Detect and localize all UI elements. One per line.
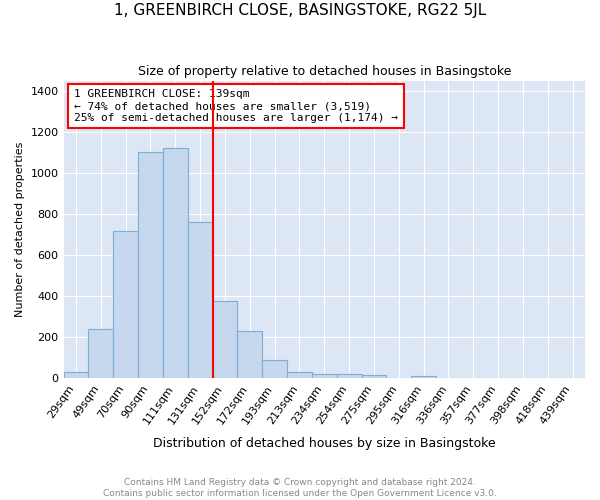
Text: 1 GREENBIRCH CLOSE: 139sqm
← 74% of detached houses are smaller (3,519)
25% of s: 1 GREENBIRCH CLOSE: 139sqm ← 74% of deta… (74, 90, 398, 122)
Bar (113, 230, 138, 378)
Bar (411, 376, 436, 378)
Bar (337, 374, 362, 378)
Bar (188, 222, 212, 378)
Bar (238, 331, 262, 378)
Bar (163, 148, 188, 378)
X-axis label: Distribution of detached houses by size in Basingstoke: Distribution of detached houses by size … (153, 437, 496, 450)
Bar (88, 329, 113, 378)
Bar (287, 372, 312, 378)
Bar (64, 372, 88, 378)
Text: 1, GREENBIRCH CLOSE, BASINGSTOKE, RG22 5JL: 1, GREENBIRCH CLOSE, BASINGSTOKE, RG22 5… (114, 2, 486, 18)
Text: Contains HM Land Registry data © Crown copyright and database right 2024.
Contai: Contains HM Land Registry data © Crown c… (103, 478, 497, 498)
Bar (212, 302, 238, 378)
Bar (262, 360, 287, 378)
Bar (362, 376, 386, 378)
Bar (138, 152, 163, 378)
Y-axis label: Number of detached properties: Number of detached properties (15, 142, 25, 317)
Title: Size of property relative to detached houses in Basingstoke: Size of property relative to detached ho… (137, 65, 511, 78)
Bar (312, 374, 337, 378)
